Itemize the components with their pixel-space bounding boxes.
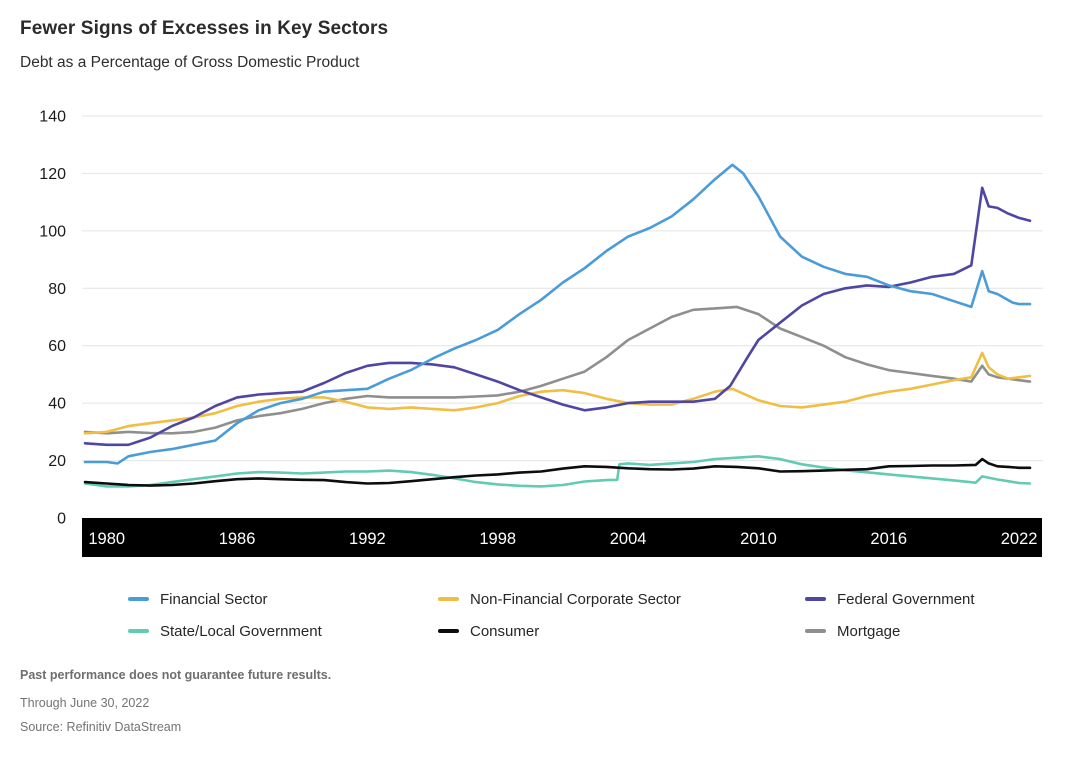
legend-swatch-financial-sector-icon [128, 597, 149, 601]
legend-item-state-local-government: State/Local Government [128, 622, 322, 640]
legend-label: Non-Financial Corporate Sector [470, 590, 681, 608]
y-tick-label: 140 [39, 109, 66, 126]
y-tick-label: 100 [39, 223, 66, 240]
legend-item-federal-government: Federal Government [805, 590, 975, 608]
debt-percentage-gdp-chart: 0 20 40 60 80 100 120 140 1980 1986 1992 1998 2004 20… [39, 109, 1043, 557]
x-tick-label: 2022 [1001, 530, 1038, 548]
legend-item-non-financial-corporate: Non-Financial Corporate Sector [438, 590, 681, 608]
legend-label: State/Local Government [160, 622, 322, 640]
x-axis-band [82, 518, 1042, 557]
legend-swatch-non-financial-corporate-icon [438, 597, 459, 601]
series-line-non-financial-corporate-sector [83, 351, 1032, 435]
page-subtitle: Debt as a Percentage of Gross Domestic P… [20, 54, 360, 71]
legend-item-financial-sector: Financial Sector [128, 590, 268, 608]
legend-label: Consumer [470, 622, 540, 640]
series-line-state-local-government [83, 454, 1032, 488]
x-tick-label: 2010 [740, 530, 777, 548]
y-tick-label: 40 [48, 396, 66, 413]
series-line-federal-government [83, 186, 1032, 447]
series-line-mortgage [83, 305, 1032, 435]
x-tick-label: 2016 [870, 530, 907, 548]
legend-swatch-consumer-icon [438, 629, 459, 633]
footer-disclaimer: Past performance does not guarantee futu… [20, 668, 332, 682]
page-title: Fewer Signs of Excesses in Key Sectors [20, 18, 389, 39]
footer-through-date: Through June 30, 2022 [20, 696, 150, 710]
series-line-consumer [83, 457, 1032, 487]
legend-label: Federal Government [837, 590, 975, 608]
legend-item-mortgage: Mortgage [805, 622, 900, 640]
y-tick-label: 120 [39, 166, 66, 183]
x-tick-label: 1992 [349, 530, 386, 548]
legend-swatch-state-local-government-icon [128, 629, 149, 633]
legend-swatch-federal-government-icon [805, 597, 826, 601]
x-tick-label: 1986 [219, 530, 256, 548]
series-line-financial-sector [83, 163, 1032, 465]
x-tick-label: 2004 [610, 530, 647, 548]
y-tick-label: 80 [48, 281, 66, 298]
x-tick-label: 1998 [479, 530, 516, 548]
y-tick-label: 0 [57, 511, 66, 528]
legend-swatch-mortgage-icon [805, 629, 826, 633]
legend-item-consumer: Consumer [438, 622, 539, 640]
footer-source: Source: Refinitiv DataStream [20, 720, 182, 734]
y-tick-label: 20 [48, 453, 66, 470]
legend-label: Mortgage [837, 622, 901, 640]
y-tick-label: 60 [48, 338, 66, 355]
legend-label: Financial Sector [160, 590, 268, 608]
x-tick-label: 1980 [88, 530, 125, 548]
